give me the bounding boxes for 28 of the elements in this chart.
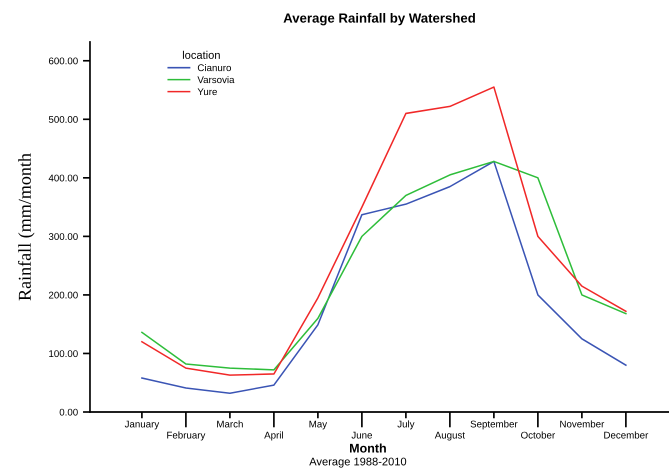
legend-label: Cianuro bbox=[198, 64, 232, 72]
y-axis-title: Rainfall (mm/month bbox=[18, 153, 35, 300]
x-tick-label: March bbox=[217, 420, 243, 428]
y-tick-label: 600.00 bbox=[48, 57, 78, 64]
x-tick-label: October bbox=[521, 431, 556, 439]
x-tick-label: September bbox=[470, 420, 518, 430]
y-tick-label: 200.00 bbox=[48, 292, 78, 299]
x-tick-label: January bbox=[124, 420, 160, 430]
y-tick-label: 400.00 bbox=[48, 174, 78, 182]
legend-title: location bbox=[182, 50, 220, 59]
x-tick-label: November bbox=[560, 420, 604, 428]
x-tick-label: June bbox=[352, 432, 372, 439]
x-axis-title: Month bbox=[350, 443, 386, 453]
x-tick-label: April bbox=[264, 431, 283, 440]
x-tick-label: August bbox=[434, 432, 465, 440]
chart-title: Average Rainfall by Watershed bbox=[284, 13, 475, 26]
line-series bbox=[141, 86, 627, 376]
y-tick-label: 100.00 bbox=[49, 350, 78, 358]
y-tick-label: 0.00 bbox=[60, 408, 78, 416]
y-tick-label: 300.00 bbox=[48, 233, 78, 240]
x-tick-label: February bbox=[167, 431, 206, 440]
x-tick-label: July bbox=[397, 420, 415, 430]
x-tick-label: December bbox=[604, 431, 648, 439]
text: Average 1988-2010 bbox=[309, 458, 406, 468]
legend-label: Varsovia bbox=[197, 76, 234, 84]
legend-label: Yure bbox=[198, 88, 217, 96]
x-tick-label: May bbox=[310, 420, 328, 430]
y-tick-label: 500.00 bbox=[48, 116, 78, 123]
